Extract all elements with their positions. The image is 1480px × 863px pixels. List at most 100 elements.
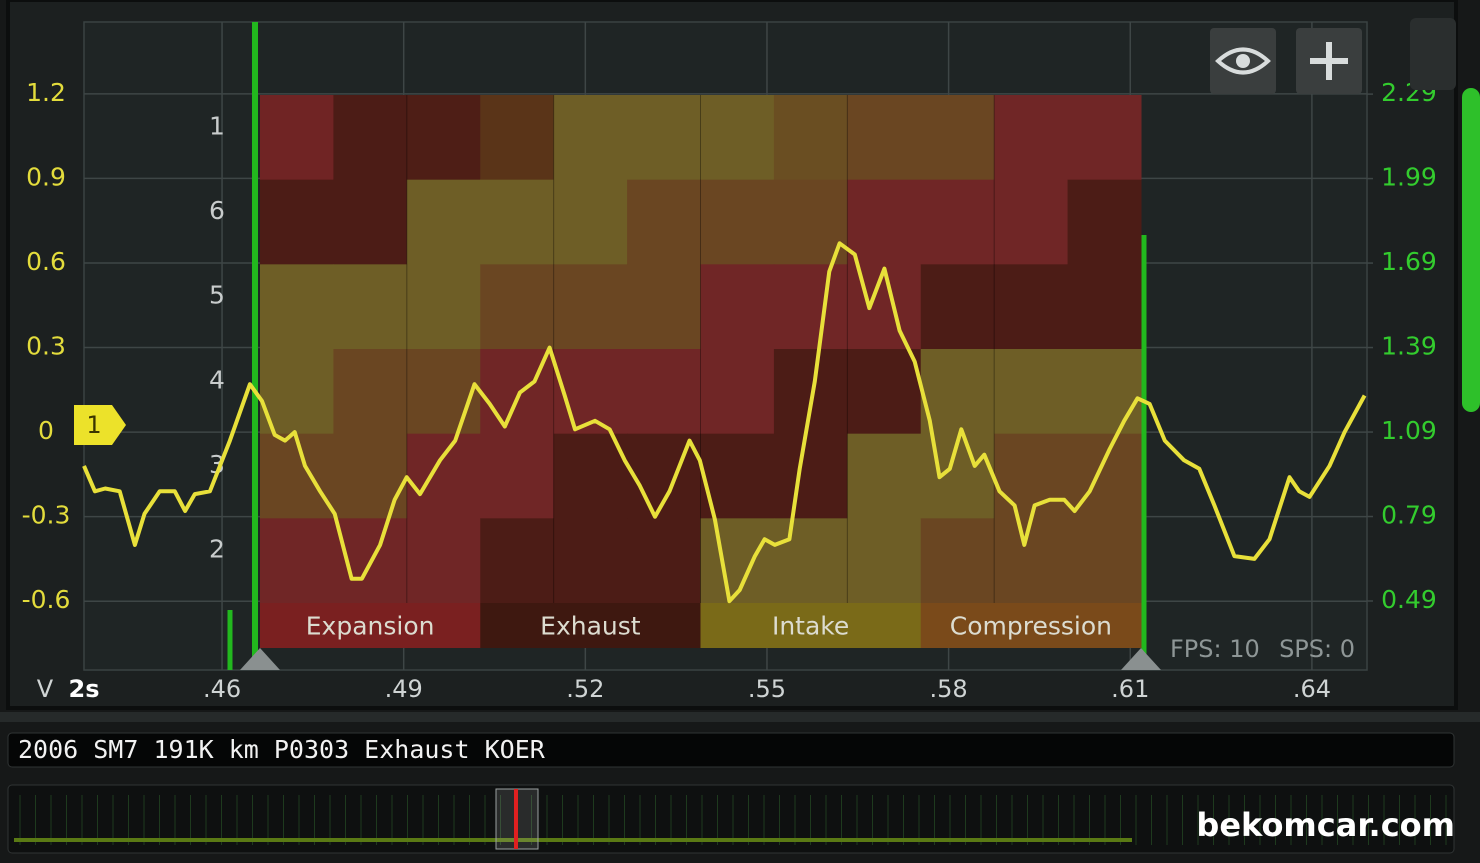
heat-cell: [847, 518, 922, 604]
cylinder-label: 1: [209, 111, 225, 140]
heat-cell: [1067, 179, 1142, 265]
heat-cell: [406, 433, 481, 519]
phase-label: Intake: [772, 612, 849, 641]
heat-cell: [260, 264, 334, 350]
heat-cell: [480, 264, 555, 350]
phase-band: [260, 603, 481, 648]
heat-cell: [627, 179, 701, 265]
heat-cell: [773, 433, 848, 519]
heat-cell: [1067, 349, 1142, 435]
heat-cell: [333, 349, 408, 435]
axis-labels: 1.20.90.60.30-0.3-0.62.291.991.691.391.0…: [22, 78, 1437, 703]
y2-tick-label: 0.49: [1381, 585, 1437, 614]
side-scroll[interactable]: [1462, 88, 1480, 412]
heat-cell: [994, 264, 1069, 350]
cylinder-label: 4: [209, 365, 225, 394]
heat-cell: [627, 518, 701, 604]
x-tick-label: .55: [748, 675, 786, 703]
y2-tick-label: 1.09: [1381, 416, 1437, 445]
sps-status: SPS: 0: [1279, 635, 1355, 663]
heat-cell: [773, 95, 848, 181]
y2-tick-label: 1.99: [1381, 163, 1437, 192]
divider: [0, 712, 1480, 722]
y-tick-label: -0.6: [22, 585, 71, 614]
heat-cell: [627, 95, 701, 181]
heat-cell: [480, 433, 555, 519]
heat-cell: [260, 95, 334, 181]
heat-cell: [920, 518, 995, 604]
heat-cell: [994, 349, 1069, 435]
heat-cell: [1067, 264, 1142, 350]
heat-cell: [994, 518, 1069, 604]
cursor-a-handle[interactable]: [240, 648, 280, 670]
side-handle[interactable]: [1410, 18, 1456, 90]
heat-cell: [553, 179, 628, 265]
heat-cell: [406, 95, 481, 181]
heat-cell: [847, 349, 922, 435]
heat-cell: [773, 349, 848, 435]
cursor-b-handle[interactable]: [1121, 648, 1161, 670]
y-tick-label: 0: [38, 416, 54, 445]
heat-cell: [406, 179, 481, 265]
timebase-label[interactable]: 2s: [69, 675, 100, 703]
waveform: [82, 241, 1367, 604]
phase-band: [700, 603, 922, 648]
heat-cell: [553, 433, 628, 519]
y-tick-label: 0.6: [26, 247, 66, 276]
channel-marker[interactable]: [74, 405, 126, 445]
eye-icon: [1215, 47, 1271, 75]
x-tick-label: .58: [930, 675, 968, 703]
heat-cell: [847, 95, 922, 181]
watermark: bekomcar.com: [1196, 806, 1455, 844]
heat-cell: [700, 95, 775, 181]
heat-cell: [333, 95, 408, 181]
y-tick-label: -0.3: [22, 501, 71, 530]
y-tick-label: 1.2: [26, 78, 66, 107]
heat-cell: [480, 179, 555, 265]
heat-cell: [773, 518, 848, 604]
x-tick-label: .61: [1111, 675, 1149, 703]
heat-cell: [406, 349, 481, 435]
heat-cell: [260, 518, 334, 604]
phase-label: Compression: [950, 612, 1112, 641]
heat-cell: [260, 349, 334, 435]
y2-tick-label: 0.79: [1381, 501, 1437, 530]
phase-band: [480, 603, 701, 648]
heat-cell: [553, 518, 628, 604]
plus-icon: [1310, 42, 1348, 80]
phase-band: [920, 603, 1142, 648]
overview-strip[interactable]: [7, 784, 1455, 854]
heat-cell: [700, 518, 775, 604]
cylinder-label: 6: [209, 196, 225, 225]
heat-cell: [333, 433, 408, 519]
y-tick-label: 0.3: [26, 332, 66, 361]
x-tick-label: .64: [1293, 675, 1331, 703]
y2-tick-label: 1.69: [1381, 247, 1437, 276]
heat-cell: [920, 179, 995, 265]
heat-cell: [553, 264, 628, 350]
unit-label: V: [37, 675, 54, 703]
heat-cell: [553, 95, 628, 181]
phase-label: Exhaust: [540, 612, 641, 641]
heat-cell: [994, 95, 1069, 181]
channel-marker-label: 1: [86, 411, 101, 439]
y-tick-label: 0.9: [26, 162, 66, 191]
x-tick-label: .49: [385, 675, 423, 703]
phase-label: Expansion: [306, 612, 435, 641]
heat-cell: [627, 349, 701, 435]
overview-ticks: [19, 795, 1447, 845]
heat-cell: [847, 433, 922, 519]
heat-cell: [773, 264, 848, 350]
cylinder-label: 2: [209, 535, 225, 564]
heat-cell: [920, 349, 995, 435]
heat-cell: [920, 95, 995, 181]
heatmap: 1 6 5 4 3 2 Expansion Exhaust Intake Compression: [209, 95, 1142, 648]
heat-cell: [333, 264, 408, 350]
cylinder-label: 3: [209, 450, 225, 479]
heat-cell: [994, 433, 1069, 519]
cursors: [227, 22, 1161, 670]
heat-cell: [1067, 518, 1142, 604]
heat-cell: [920, 264, 995, 350]
heat-cell: [700, 179, 775, 265]
